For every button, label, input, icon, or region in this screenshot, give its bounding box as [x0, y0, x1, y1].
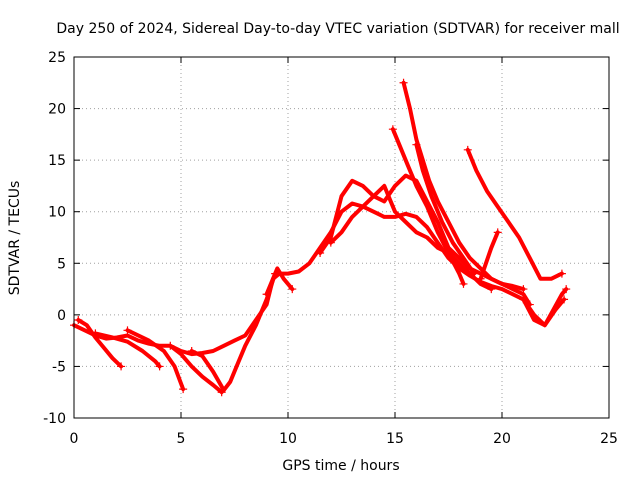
data-point-marker: [493, 228, 502, 237]
data-point-marker: [519, 295, 528, 304]
data-point-marker: [560, 295, 569, 304]
series-line: [168, 343, 224, 395]
series-track-12: [412, 140, 479, 278]
x-tick-label: 25: [600, 431, 618, 447]
series-track-13: [463, 145, 566, 281]
data-point-marker: [459, 279, 468, 288]
series-line: [478, 230, 500, 281]
x-tick-label: 20: [493, 431, 511, 447]
data-point-marker: [326, 238, 335, 247]
y-tick-label: -10: [43, 411, 66, 427]
y-tick-label: 10: [48, 205, 66, 221]
data-point-marker: [316, 248, 325, 257]
series-line: [76, 318, 124, 369]
series-line: [414, 142, 477, 276]
data-point-marker: [412, 140, 421, 149]
data-point-marker: [519, 285, 528, 294]
data-point-marker: [123, 326, 132, 335]
data-point-marker: [487, 285, 496, 294]
series-track-5: [166, 341, 226, 397]
plot-frame: [73, 56, 610, 419]
chart-title: Day 250 of 2024, Sidereal Day-to-day VTE…: [56, 21, 619, 37]
series-line: [125, 328, 186, 392]
series-line: [465, 147, 564, 281]
x-tick-label: 10: [279, 431, 297, 447]
series-line: [264, 266, 295, 297]
x-tick-label: 15: [386, 431, 404, 447]
data-point-marker: [166, 341, 175, 350]
series-line: [189, 271, 278, 393]
data-point-marker: [463, 145, 472, 154]
series-line: [521, 287, 569, 328]
x-axis-label: GPS time / hours: [282, 458, 399, 474]
y-tick-label: -5: [52, 359, 66, 375]
data-point-marker: [557, 269, 566, 278]
series-track-6: [187, 269, 280, 393]
y-axis-label: SDTVAR / TECUs: [7, 181, 23, 296]
data-point-marker: [399, 78, 408, 87]
y-tick-label: 20: [48, 102, 66, 118]
data-point-marker: [476, 274, 485, 283]
data-point-marker: [155, 362, 164, 371]
series-track-15: [519, 285, 571, 328]
series-track-4: [123, 326, 188, 394]
tick-layer: 0 5 10 15 20 25 -10 -5 0 5 10 15 20 25: [43, 50, 618, 447]
data-point-marker: [179, 385, 188, 394]
data-point-marker: [187, 346, 196, 355]
y-tick-label: 25: [48, 50, 66, 66]
series-track-2: [74, 316, 126, 371]
series-line: [328, 183, 494, 292]
series-layer: [70, 78, 571, 397]
data-point-marker: [470, 269, 479, 278]
x-tick-label: 0: [70, 431, 79, 447]
data-point-marker: [562, 285, 571, 294]
data-point-marker: [74, 316, 83, 325]
series-track-3: [91, 329, 164, 371]
y-tick-label: 15: [48, 153, 66, 169]
data-point-marker: [288, 285, 297, 294]
series-track-9: [326, 183, 496, 294]
y-tick-label: 5: [57, 256, 66, 272]
x-tick-label: 5: [177, 431, 186, 447]
data-point-marker: [117, 362, 126, 371]
y-tick-label: 0: [57, 308, 66, 324]
series-track-7: [262, 266, 297, 299]
data-point-marker: [91, 329, 100, 338]
data-point-marker: [388, 125, 397, 134]
series-track-11: [388, 125, 468, 288]
series-track-14: [476, 228, 502, 283]
grid-layer: [74, 57, 609, 418]
series-line: [93, 331, 162, 369]
data-point-marker: [262, 290, 271, 299]
series-line: [390, 127, 466, 286]
